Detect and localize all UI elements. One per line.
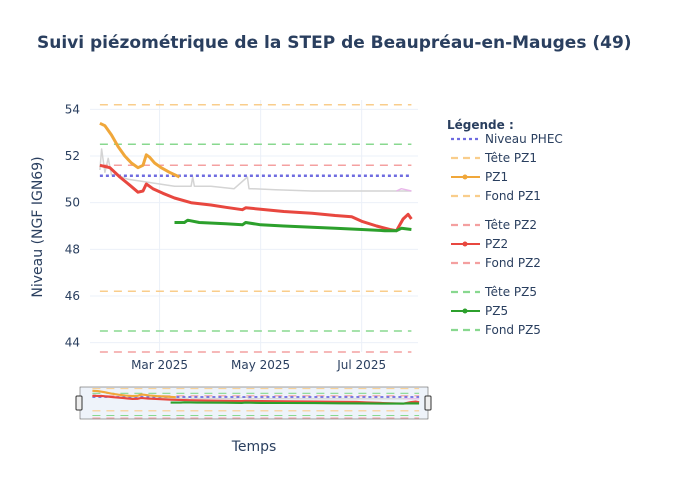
x-tick-label: Mar 2025 <box>131 358 188 372</box>
x-axis-title: Temps <box>231 439 277 455</box>
y-tick-label: 44 <box>65 336 80 350</box>
series-line-pz1 <box>99 121 181 179</box>
grid <box>90 100 418 352</box>
legend-item-niveau-phec[interactable]: Niveau PHEC <box>485 132 563 146</box>
legend: Légende : Niveau PHEC Tête PZ1 PZ1 Fond PZ1… <box>447 118 563 337</box>
legend-marker-pz5 <box>462 308 468 314</box>
legend-item-tete-pz1[interactable]: Tête PZ1 <box>484 151 537 165</box>
legend-item-fond-pz2[interactable]: Fond PZ2 <box>485 256 541 270</box>
legend-marker-pz1 <box>462 174 468 180</box>
range-slider-series <box>91 388 420 419</box>
y-tick-label: 50 <box>65 196 80 210</box>
range-slider-handle-left[interactable] <box>75 395 83 411</box>
range-slider-handle-right[interactable] <box>424 395 432 411</box>
y-tick-label: 54 <box>65 102 80 116</box>
legend-item-pz1[interactable]: PZ1 <box>485 170 508 184</box>
slider-line-pz5 <box>170 401 420 405</box>
legend-item-tete-pz5[interactable]: Tête PZ5 <box>484 285 537 299</box>
range-slider[interactable] <box>75 386 432 420</box>
y-axis-title: Niveau (NGF IGN69) <box>30 156 46 297</box>
chart-title: Suivi piézométrique de la STEP de Beaupr… <box>37 33 632 53</box>
legend-title: Légende : <box>447 118 514 132</box>
x-ticks: Mar 2025 May 2025 Jul 2025 <box>131 358 386 372</box>
legend-item-pz5[interactable]: PZ5 <box>485 304 508 318</box>
series-layer <box>99 103 413 353</box>
x-tick-label: May 2025 <box>231 358 290 372</box>
series-line-background-trace-11 <box>396 187 412 192</box>
legend-item-fond-pz1[interactable]: Fond PZ1 <box>485 189 541 203</box>
y-tick-label: 46 <box>65 289 80 303</box>
y-tick-label: 52 <box>65 149 80 163</box>
legend-item-tete-pz2[interactable]: Tête PZ2 <box>484 218 537 232</box>
legend-item-pz2[interactable]: PZ2 <box>485 237 508 251</box>
x-tick-label: Jul 2025 <box>336 358 386 372</box>
series-line-pz5 <box>174 218 412 233</box>
legend-marker-pz2 <box>462 241 468 247</box>
slider-line-pz1 <box>92 389 176 399</box>
y-tick-label: 48 <box>65 242 80 256</box>
legend-item-fond-pz5[interactable]: Fond PZ5 <box>485 323 541 337</box>
series-line-pz2 <box>99 163 413 233</box>
y-ticks: 44 46 48 50 52 54 <box>65 102 80 349</box>
